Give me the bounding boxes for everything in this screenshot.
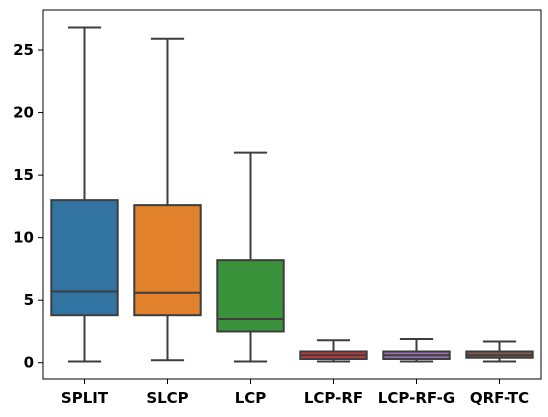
x-tick-label: SPLIT — [61, 389, 109, 407]
axes-frame — [42, 9, 542, 380]
y-tick-label: 15 — [13, 166, 34, 184]
iqr-box — [50, 199, 119, 317]
y-tick-label: 0 — [24, 354, 34, 372]
x-tick-label: SLCP — [146, 389, 188, 407]
iqr-box — [133, 204, 202, 317]
x-tick-label: LCP — [235, 389, 267, 407]
y-tick-label: 10 — [13, 229, 34, 247]
y-axis: 0 5 10 15 20 25 — [13, 41, 43, 372]
y-tick-label: 25 — [13, 41, 34, 59]
x-tick-label: LCP-RF — [304, 389, 363, 407]
box-lcp — [216, 151, 285, 363]
x-tick-label: LCP-RF-G — [378, 389, 455, 407]
plot-area — [50, 26, 534, 363]
y-tick-label: 5 — [24, 291, 34, 309]
x-tick-label: QRF-TC — [470, 389, 529, 407]
iqr-box — [216, 259, 285, 333]
y-tick-label: 20 — [13, 104, 34, 122]
x-axis: SPLIT SLCP LCP LCP-RF LCP-RF-G QRF-TC — [61, 379, 529, 407]
box-qrf-tc — [465, 340, 534, 363]
box-lcp-rf — [299, 339, 368, 363]
box-lcp-rf-g — [382, 337, 451, 363]
box-split — [50, 26, 119, 363]
box-slcp — [133, 37, 202, 362]
